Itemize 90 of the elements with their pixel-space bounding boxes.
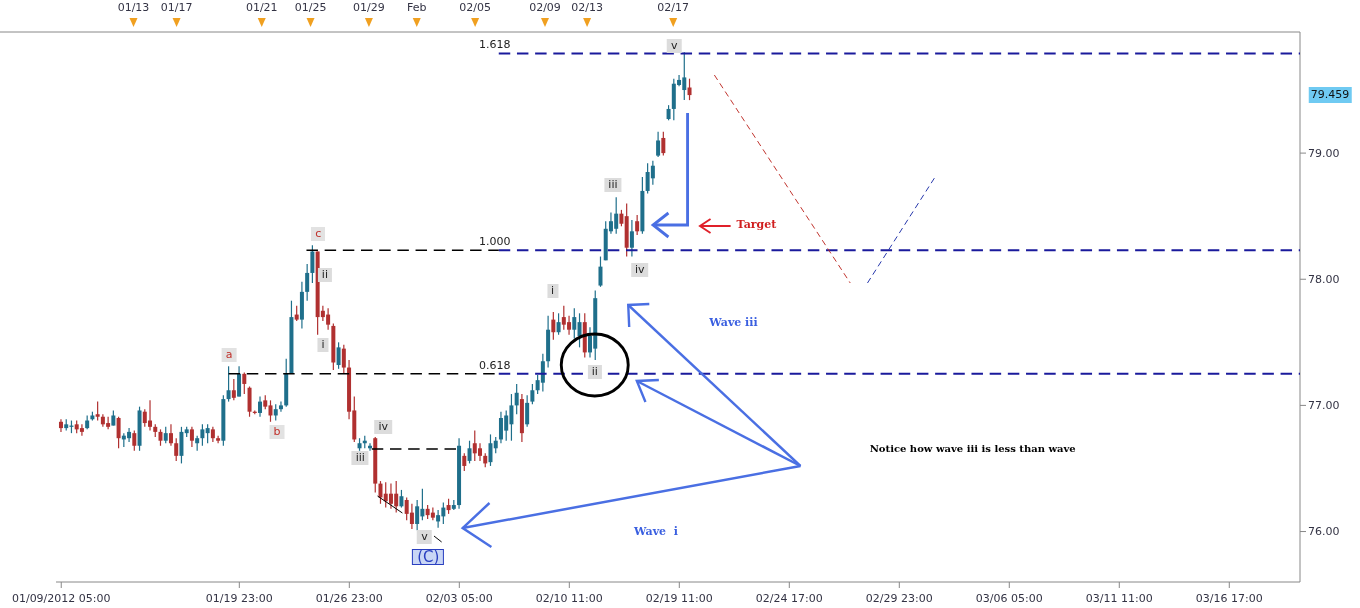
candlestick [116,416,121,449]
y-tick-label: 76.00 [1308,525,1340,539]
candlestick [310,244,315,284]
annotation: iv [630,263,649,277]
annotation: Wave iii [709,316,758,330]
candlestick [661,131,666,157]
candlestick [540,353,545,393]
annotation: b [269,424,285,439]
candlestick [231,378,236,401]
y-tick-label: 79.00 [1308,147,1340,161]
x-tick-label: 01/26 23:00 [315,592,383,605]
x-tick-label: 03/16 17:00 [1195,592,1263,605]
x-tick-label: 01/09/2012 05:00 [11,592,111,605]
candlestick [409,503,414,530]
candlestick [656,131,661,158]
candlestick [95,401,100,422]
candlestick [247,385,252,418]
y-tick-label: 78.00 [1308,273,1340,287]
candlestick [430,506,435,521]
candlestick [242,372,247,395]
text: 01/17 [160,1,193,15]
x-tick-label: 02/19 11:00 [645,592,713,605]
candlestick [58,418,63,433]
annotation: i [547,284,559,299]
text: 02/05 [459,1,491,15]
candlestick [305,263,310,302]
annotation: ii [587,364,602,379]
x-tick-label: 02/03 05:00 [425,592,493,605]
text: 01/21 [245,1,278,15]
candlestick [556,312,561,336]
annotation: ii [317,268,332,283]
annotation: a [221,348,237,362]
candlestick [200,423,205,447]
text: 02/09 [529,1,561,15]
x-tick-label: 01/19 23:00 [205,592,273,605]
candlestick [415,499,420,531]
candlestick [467,440,472,465]
annotation: (C) [412,548,445,566]
y-tick-label: 77.00 [1308,399,1340,413]
annotation: v [666,39,682,54]
candlestick [598,255,603,288]
annotation: 0.618 [478,358,511,373]
candlestick [79,423,84,437]
x-tick-label: 02/24 17:00 [755,592,823,605]
candlestick [168,423,173,447]
x-tick-label: 02/10 11:00 [535,592,603,605]
candlestick [226,365,231,403]
text: 79.459 [1308,87,1352,103]
candlestick [530,383,535,405]
candlestick [258,395,263,418]
x-tick-label: 02/29 23:00 [865,592,933,605]
candlestick [132,430,137,452]
annotation: i [317,338,329,352]
candlestick [577,312,582,348]
candlestick [189,426,194,448]
candlestick [687,78,692,101]
annotation: 1.618 [478,38,511,53]
annotation: Target [736,218,777,232]
text: Feb [407,1,427,15]
candlestick [336,341,341,370]
candlestick [525,394,530,428]
text: 01/13 [117,1,150,15]
candlestick [514,383,519,415]
text: 02/17 [657,1,690,15]
candlestick [572,307,577,340]
x-tick-label: 03/11 11:00 [1085,592,1153,605]
annotation: iii [604,178,622,193]
annotation: v [417,530,432,544]
candlestick [205,423,210,444]
x-tick-label: 03/06 05:00 [975,592,1043,605]
candlestick [488,433,493,467]
candlestick [436,509,441,529]
annotation: iii [351,450,369,465]
text: 01/29 [353,1,385,15]
candlestick [341,344,346,375]
annotation: Notice how wave iii is less than wave [869,442,1076,456]
candlestick [179,426,184,465]
candlestick [551,311,556,341]
candlestick [174,437,179,462]
annotation: Wave i [634,525,678,539]
candlestick [378,480,383,505]
text: 01/25 [294,1,327,15]
candlestick [629,219,634,258]
candlestick [278,401,283,413]
annotation: iv [374,420,393,434]
annotation: 1.000 [478,235,511,250]
candlestick [237,365,242,398]
candlestick [635,214,640,236]
annotation: c [311,227,326,241]
text: 02/13 [571,1,603,15]
